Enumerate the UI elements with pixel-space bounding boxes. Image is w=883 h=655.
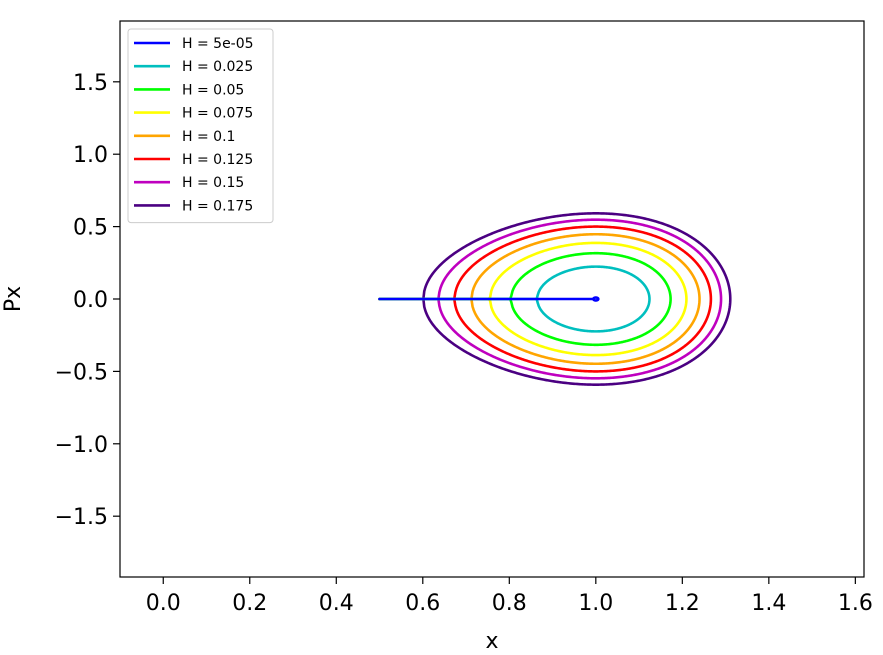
legend-label: H = 0.075 <box>182 106 253 122</box>
series-group <box>378 212 732 386</box>
legend-label: H = 0.05 <box>182 82 244 98</box>
x-tick-label: 0.0 <box>146 591 181 616</box>
x-tick-label: 0.2 <box>232 591 267 616</box>
y-axis: −1.5 −1.0 −0.5 0.0 0.5 1.0 1.5 <box>55 71 120 530</box>
legend-label: H = 0.1 <box>182 129 235 145</box>
legend-box <box>127 28 274 224</box>
legend-label: H = 0.125 <box>182 152 253 168</box>
y-tick-label: 0.0 <box>73 288 108 313</box>
series-line <box>378 225 713 373</box>
legend: H = 5e-05 H = 0.025 H = 0.05 H = 0.075 H = 0… <box>127 28 274 224</box>
y-tick-label: 1.0 <box>73 143 108 168</box>
legend-label: H = 0.15 <box>182 175 244 191</box>
y-tick-label: −0.5 <box>55 360 108 385</box>
y-tick-label: −1.0 <box>55 433 108 458</box>
x-tick-label: 0.6 <box>405 591 440 616</box>
x-tick-label: 1.6 <box>838 591 873 616</box>
y-tick-label: 1.5 <box>73 71 108 96</box>
y-axis-title: Px <box>1 286 26 312</box>
series-line <box>378 296 600 302</box>
x-tick-label: 0.4 <box>319 591 354 616</box>
legend-label: H = 5e-05 <box>182 36 254 52</box>
series-line <box>378 218 723 380</box>
x-tick-label: 1.0 <box>578 591 613 616</box>
legend-label: H = 0.175 <box>182 198 253 214</box>
x-tick-label: 0.8 <box>492 591 527 616</box>
x-tick-label: 1.2 <box>665 591 700 616</box>
legend-label: H = 0.025 <box>182 59 253 75</box>
x-tick-label: 1.4 <box>751 591 786 616</box>
series-line <box>378 212 732 386</box>
x-axis-title: x <box>485 629 498 654</box>
x-axis: 0.0 0.2 0.4 0.6 0.8 1.0 1.2 1.4 1.6 <box>146 577 873 616</box>
y-tick-label: 0.5 <box>73 216 108 241</box>
y-tick-label: −1.5 <box>55 505 108 530</box>
